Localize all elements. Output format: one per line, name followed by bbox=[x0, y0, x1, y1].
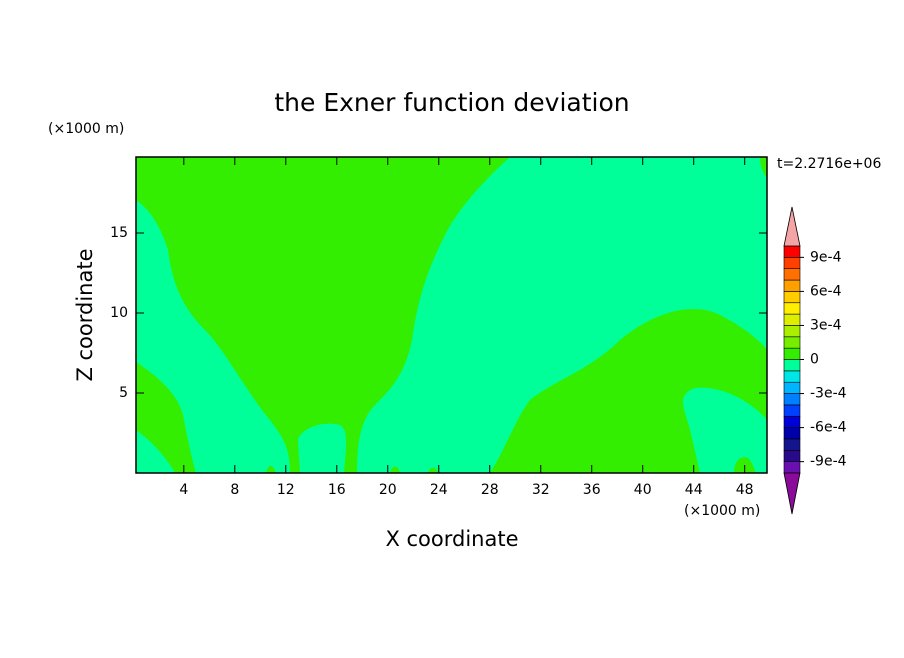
colorbar-box bbox=[783, 438, 801, 451]
x-tick-label: 40 bbox=[634, 482, 652, 498]
x-tick-label: 48 bbox=[736, 482, 754, 498]
x-tick-label: 8 bbox=[230, 482, 239, 498]
colorbar-box bbox=[783, 404, 801, 417]
chart-title: the Exner function deviation bbox=[274, 88, 629, 117]
colorbar-box bbox=[783, 245, 801, 258]
y-unit-label: (×1000 m) bbox=[48, 121, 124, 137]
colorbar-box bbox=[783, 257, 801, 270]
x-tick-label: 20 bbox=[379, 482, 397, 498]
colorbar-box bbox=[783, 370, 801, 383]
x-tick-label: 4 bbox=[179, 482, 188, 498]
x-unit-label: (×1000 m) bbox=[684, 503, 760, 519]
contour-region bbox=[136, 362, 196, 473]
y-tick-label: 5 bbox=[119, 385, 128, 401]
colorbar-box bbox=[783, 325, 801, 338]
contour-region bbox=[136, 157, 510, 473]
colorbar-tick-label: 9e-4 bbox=[810, 249, 842, 265]
colorbar-box bbox=[783, 415, 801, 428]
x-tick-label: 12 bbox=[277, 482, 295, 498]
x-tick-label: 16 bbox=[328, 482, 346, 498]
annotation: t=2.2716e+06 bbox=[777, 156, 881, 172]
colorbar-box bbox=[783, 313, 801, 326]
colorbar-tick-label: -3e-4 bbox=[810, 386, 847, 402]
plot-frame bbox=[135, 156, 768, 474]
colorbar-under bbox=[783, 472, 801, 515]
x-tick-label: 24 bbox=[430, 482, 448, 498]
colorbar-box bbox=[783, 336, 801, 349]
y-tick-label: 15 bbox=[110, 225, 128, 241]
x-tick-label: 28 bbox=[481, 482, 499, 498]
colorbar-box bbox=[783, 449, 801, 462]
colorbar-box bbox=[783, 381, 801, 394]
colorbar-box bbox=[783, 279, 801, 292]
contour-region bbox=[490, 309, 767, 473]
y-tick-label: 10 bbox=[110, 305, 128, 321]
colorbar-box bbox=[783, 347, 801, 360]
colorbar-box bbox=[783, 393, 801, 406]
contour-field bbox=[136, 157, 767, 473]
x-tick-label: 44 bbox=[685, 482, 703, 498]
colorbar-box bbox=[783, 359, 801, 372]
colorbar-box bbox=[783, 268, 801, 281]
colorbar-box bbox=[783, 291, 801, 304]
x-axis-label: X coordinate bbox=[385, 527, 518, 551]
x-tick-label: 36 bbox=[583, 482, 601, 498]
colorbar-tick-label: 6e-4 bbox=[810, 283, 842, 299]
colorbar-tick-label: -6e-4 bbox=[810, 420, 847, 436]
colorbar-box bbox=[783, 427, 801, 440]
colorbar-tick-label: 0 bbox=[810, 352, 819, 368]
colorbar-tick-label: -9e-4 bbox=[810, 454, 847, 470]
colorbar-box bbox=[783, 461, 801, 474]
y-axis-label: Z coordinate bbox=[73, 248, 97, 381]
colorbar-over bbox=[783, 206, 801, 247]
colorbar-box bbox=[783, 302, 801, 315]
x-tick-label: 32 bbox=[532, 482, 550, 498]
colorbar-tick-label: 3e-4 bbox=[810, 317, 842, 333]
